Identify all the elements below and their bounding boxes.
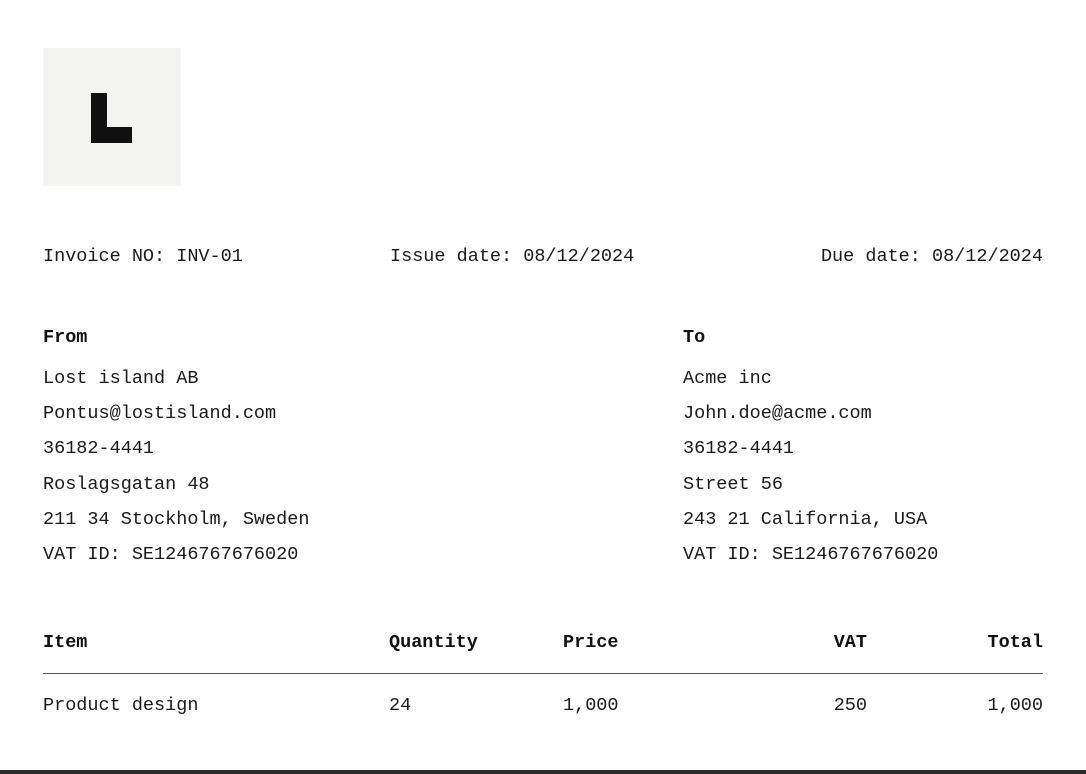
from-heading: From xyxy=(43,327,88,348)
cell-quantity: 24 xyxy=(389,695,412,716)
from-line: Roslagsgatan 48 xyxy=(43,474,210,495)
bottom-border xyxy=(0,770,1086,774)
from-line: Pontus@lostisland.com xyxy=(43,403,277,424)
from-line: 36182-4441 xyxy=(43,438,155,459)
to-heading: To xyxy=(683,327,706,348)
company-logo xyxy=(43,48,181,186)
issue-date: Issue date: 08/12/2024 xyxy=(390,246,635,267)
to-line: VAT ID: SE1246767676020 xyxy=(683,544,939,565)
column-header-item: Item xyxy=(43,632,88,653)
header-divider xyxy=(43,673,1043,674)
logo-letter-l-foot xyxy=(91,127,132,143)
column-header-quantity: Quantity xyxy=(389,632,478,653)
invoice-number: Invoice NO: INV-01 xyxy=(43,246,243,267)
to-line: 243 21 California, USA xyxy=(683,509,928,530)
due-date: Due date: 08/12/2024 xyxy=(820,246,1043,267)
to-line: Acme inc xyxy=(683,368,772,389)
from-line: Lost island AB xyxy=(43,368,199,389)
from-line: 211 34 Stockholm, Sweden xyxy=(43,509,310,530)
to-line: 36182-4441 xyxy=(683,438,795,459)
column-header-price: Price xyxy=(563,632,619,653)
cell-item: Product design xyxy=(43,695,199,716)
column-header-total: Total xyxy=(987,632,1043,653)
column-header-vat: VAT xyxy=(833,632,867,653)
to-line: Street 56 xyxy=(683,474,783,495)
to-line: John.doe@acme.com xyxy=(683,403,872,424)
cell-total: 1,000 xyxy=(987,695,1043,716)
cell-vat: 250 xyxy=(833,695,867,716)
cell-price: 1,000 xyxy=(563,695,619,716)
from-line: VAT ID: SE1246767676020 xyxy=(43,544,299,565)
